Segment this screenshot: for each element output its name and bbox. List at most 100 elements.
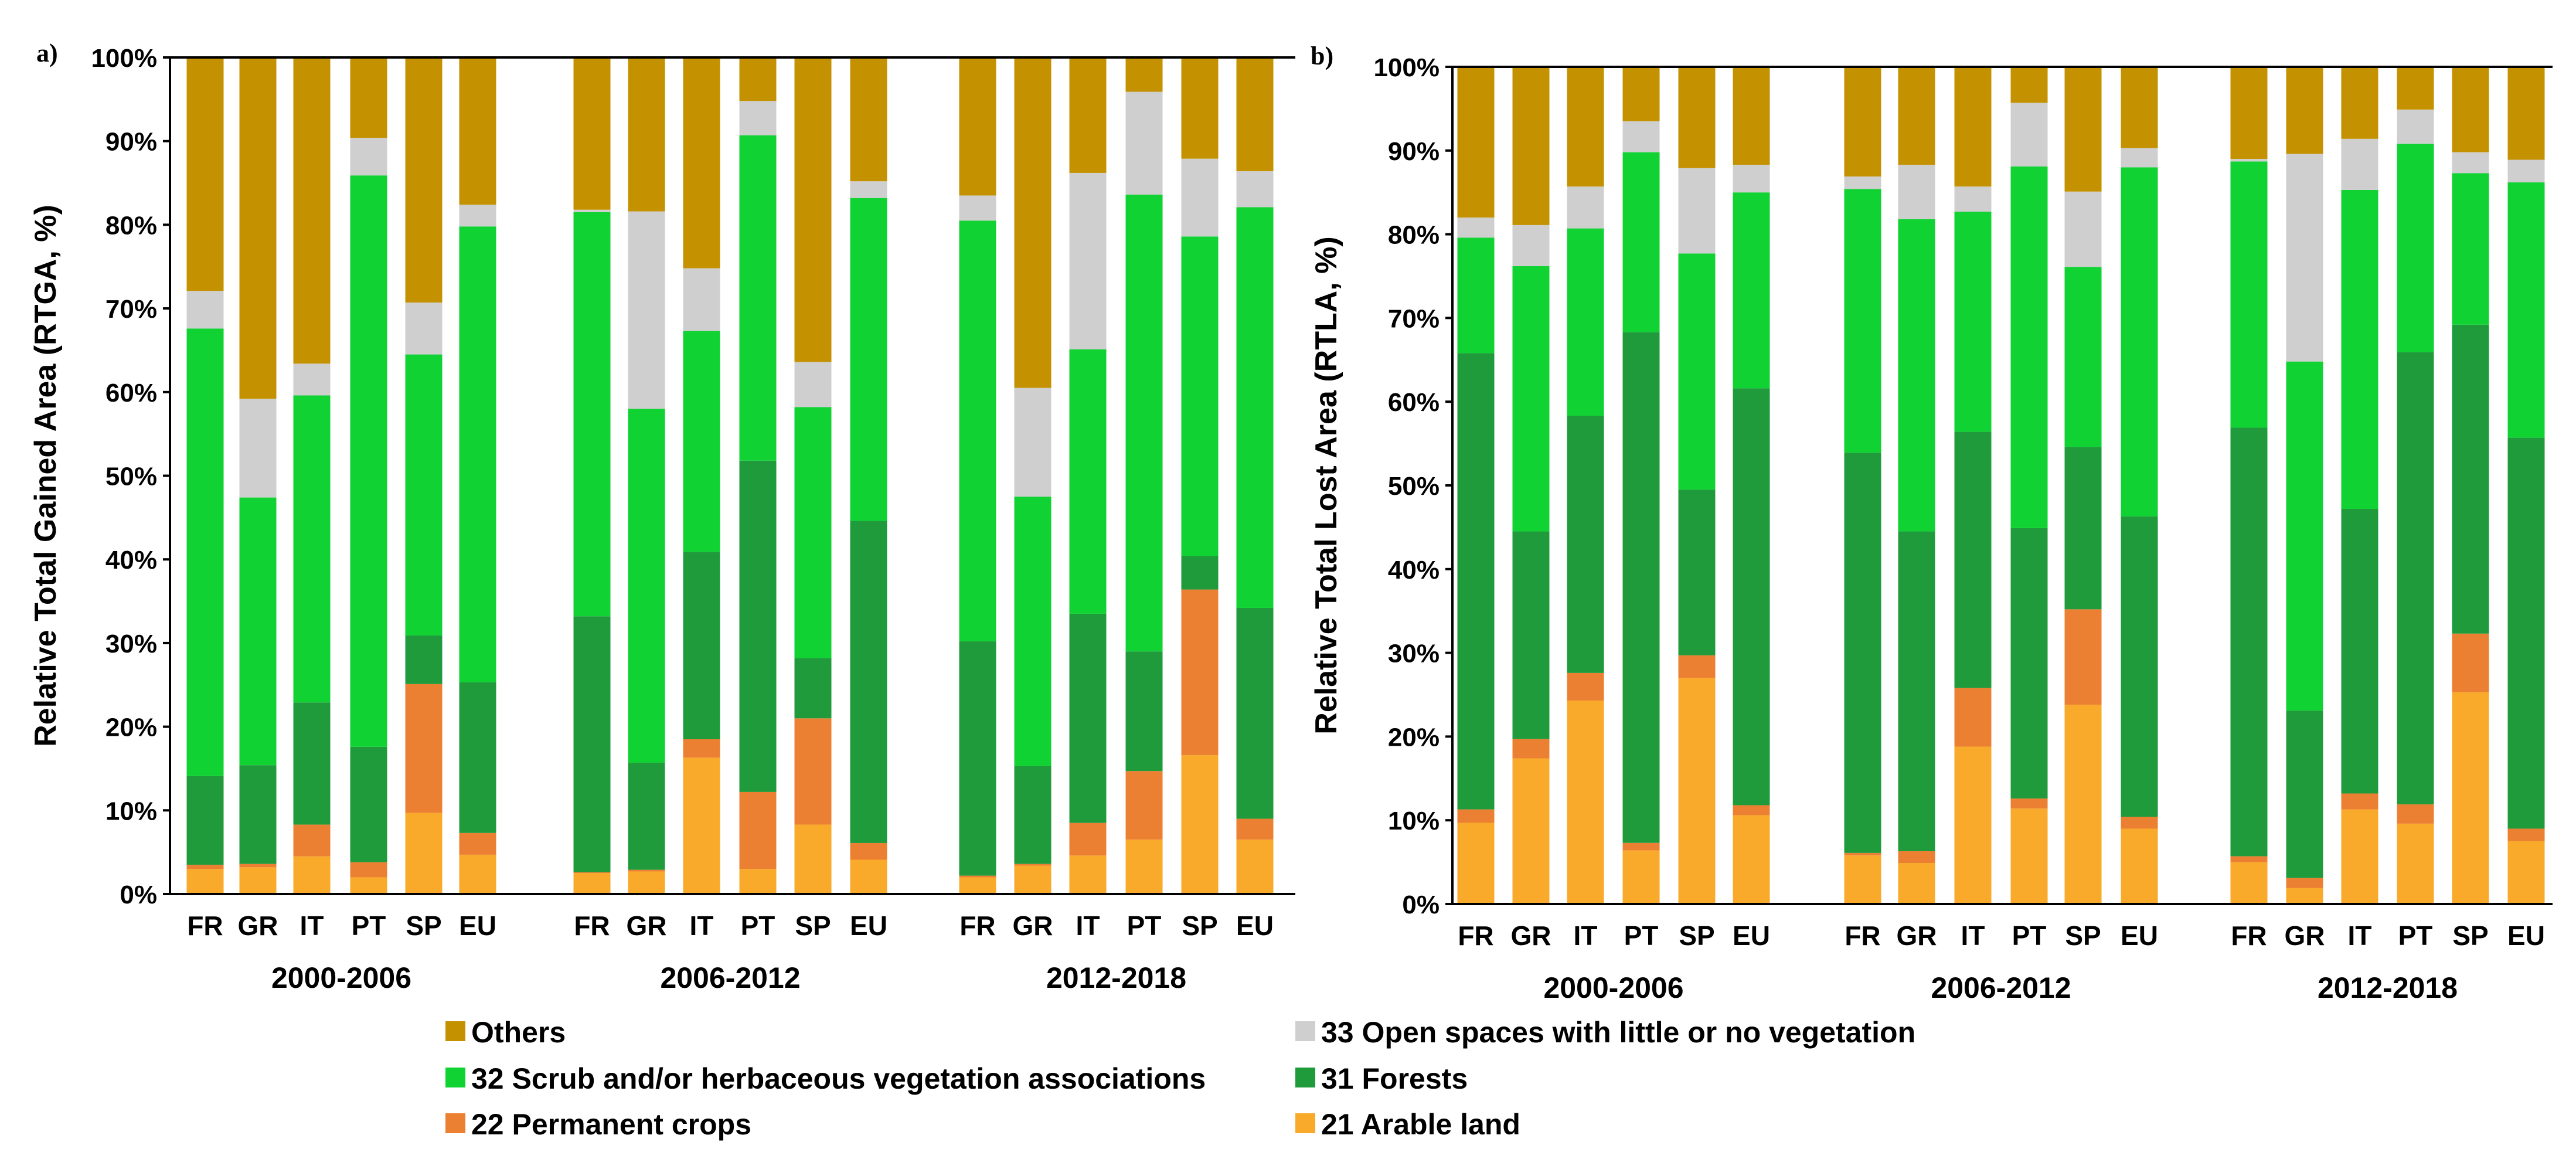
bar-2000-2006-EU-permanent — [1733, 805, 1770, 815]
bar-2006-2012-PT-arable — [739, 869, 777, 894]
bar-2006-2012-GR-others — [1898, 67, 1935, 165]
period-label: 2000-2006 — [271, 961, 411, 994]
y-tick-label: 40% — [106, 546, 157, 575]
bar-2012-2018-SP-permanent — [2452, 633, 2489, 692]
bar-2006-2012-SP-others — [794, 57, 832, 362]
bar-2000-2006-EU-others — [459, 57, 496, 205]
period-label: 2012-2018 — [2318, 971, 2458, 1004]
bar-2000-2006-PT-forests — [350, 746, 387, 862]
bar-2000-2006-GR-open — [239, 399, 277, 498]
bar-2006-2012-EU-scrub — [2121, 167, 2158, 516]
bar-2012-2018-SP-others — [2452, 67, 2489, 152]
x-tick-label: EU — [1733, 920, 1770, 951]
bar-2000-2006-PT-permanent — [350, 862, 387, 878]
bar-2006-2012-EU-scrub — [850, 198, 887, 521]
y-tick-label: 50% — [1388, 472, 1440, 501]
bar-2000-2006-IT-forests — [293, 702, 331, 825]
bar-2000-2006-PT-others — [1622, 67, 1660, 121]
x-tick-label: SP — [2452, 920, 2488, 951]
y-axis-label: Relative Total Lost Area (RTLA, %) — [1309, 236, 1343, 734]
x-tick-label: GR — [1897, 920, 1937, 951]
bar-2006-2012-GR-scrub — [1898, 219, 1935, 532]
bar-2012-2018-SP-open — [1181, 158, 1219, 237]
bar-2000-2006-IT-scrub — [1567, 228, 1604, 416]
bar-2006-2012-FR-others — [573, 57, 611, 210]
y-tick-label: 100% — [1373, 53, 1440, 82]
x-tick-label: FR — [2231, 920, 2267, 951]
bar-2012-2018-EU-scrub — [2507, 182, 2545, 438]
bar-2000-2006-PT-arable — [350, 877, 387, 894]
bar-2006-2012-PT-scrub — [739, 135, 777, 461]
bar-2000-2006-FR-permanent — [1457, 809, 1495, 823]
bar-2000-2006-IT-forests — [1567, 416, 1604, 673]
bar-2012-2018-GR-scrub — [2286, 361, 2323, 711]
bar-2012-2018-GR-scrub — [1014, 497, 1052, 766]
bar-2012-2018-PT-forests — [2397, 352, 2434, 805]
bar-2012-2018-GR-arable — [2286, 888, 2323, 904]
bar-2006-2012-SP-scrub — [794, 407, 832, 658]
x-tick-label: IT — [690, 910, 714, 941]
y-tick-label: 30% — [106, 630, 157, 658]
bar-2006-2012-FR-scrub — [1844, 189, 1881, 453]
bar-2006-2012-SP-forests — [2064, 447, 2102, 610]
bar-2006-2012-EU-others — [2121, 67, 2158, 148]
bar-2006-2012-SP-permanent — [794, 718, 832, 825]
bar-2012-2018-IT-scrub — [1069, 349, 1107, 614]
bar-2000-2006-IT-arable — [293, 856, 331, 894]
bar-2006-2012-SP-scrub — [2064, 267, 2102, 447]
bar-2012-2018-FR-forests — [959, 641, 996, 876]
bar-2000-2006-IT-others — [1567, 67, 1604, 187]
bar-2006-2012-SP-arable — [794, 824, 832, 894]
y-tick-label: 10% — [106, 797, 157, 825]
bar-2012-2018-IT-permanent — [2341, 793, 2378, 810]
bar-2012-2018-FR-permanent — [2230, 856, 2268, 862]
bar-2012-2018-EU-permanent — [2507, 828, 2545, 841]
bar-2006-2012-FR-open — [573, 209, 611, 212]
bar-2012-2018-SP-arable — [2452, 692, 2489, 904]
bar-2000-2006-EU-forests — [1733, 388, 1770, 805]
bar-2000-2006-GR-scrub — [239, 497, 277, 766]
bar-2006-2012-IT-forests — [683, 552, 720, 740]
bar-2000-2006-GR-forests — [1512, 531, 1550, 739]
bar-2006-2012-GR-others — [628, 57, 665, 212]
bar-2012-2018-IT-open — [2341, 138, 2378, 190]
bar-2006-2012-SP-permanent — [2064, 609, 2102, 705]
bar-2000-2006-GR-permanent — [1512, 739, 1550, 759]
bar-2012-2018-GR-permanent — [1014, 864, 1052, 866]
bar-2000-2006-EU-open — [459, 205, 496, 227]
bar-2012-2018-PT-others — [1125, 57, 1163, 92]
bar-2012-2018-EU-scrub — [1236, 207, 1274, 608]
bar-2012-2018-FR-open — [959, 195, 996, 221]
bar-2000-2006-PT-scrub — [1622, 152, 1660, 332]
bar-2012-2018-PT-arable — [1125, 839, 1163, 894]
bar-2000-2006-GR-others — [239, 57, 277, 399]
bar-2000-2006-PT-arable — [1622, 850, 1660, 904]
bar-2000-2006-PT-forests — [1622, 332, 1660, 843]
x-tick-label: FR — [1458, 920, 1493, 951]
bar-2006-2012-FR-permanent — [573, 872, 611, 874]
y-tick-label: 70% — [1388, 304, 1440, 333]
period-label: 2006-2012 — [1931, 971, 2071, 1004]
bar-2000-2006-GR-scrub — [1512, 266, 1550, 532]
bar-2000-2006-IT-open — [1567, 186, 1604, 229]
bar-2012-2018-EU-forests — [2507, 437, 2545, 829]
y-tick-label: 100% — [91, 44, 157, 73]
bar-2006-2012-PT-open — [2010, 103, 2048, 166]
bar-2012-2018-IT-forests — [2341, 508, 2378, 794]
bar-2012-2018-PT-open — [1125, 91, 1163, 195]
chart-panel-a: a) Relative Total Gained Area (RTGA, %) FR… — [29, 39, 1295, 994]
bar-2000-2006-FR-open — [1457, 217, 1495, 238]
bar-2000-2006-EU-permanent — [459, 832, 496, 855]
bar-2006-2012-PT-arable — [2010, 808, 2048, 904]
bar-2000-2006-SP-permanent — [405, 684, 443, 813]
bar-2012-2018-PT-permanent — [2397, 804, 2434, 824]
legend-swatch-open — [1295, 1021, 1315, 1041]
bar-2000-2006-SP-scrub — [1678, 253, 1716, 490]
bar-2000-2006-SP-forests — [405, 635, 443, 684]
bar-2012-2018-FR-arable — [959, 877, 996, 894]
panel-label: b) — [1311, 42, 1333, 70]
y-tick-label: 0% — [120, 881, 157, 909]
bar-2006-2012-GR-open — [628, 211, 665, 409]
legend-swatch-forests — [1295, 1068, 1315, 1087]
bar-2012-2018-PT-scrub — [2397, 144, 2434, 352]
